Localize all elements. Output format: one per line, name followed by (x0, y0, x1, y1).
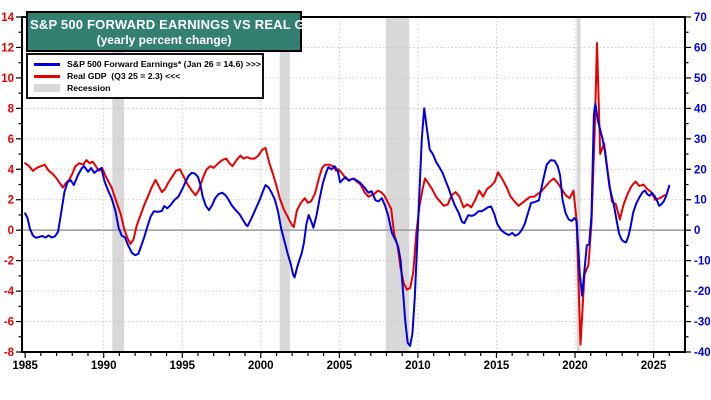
y-right-tick-label: 50 (694, 73, 707, 85)
legend-item-forward-earnings: S&P 500 Forward Earnings* (Jan 26 = 14.6… (34, 58, 261, 70)
y-right-tick-label: 40 (694, 103, 707, 115)
y-left-tick-label: 8 (8, 103, 15, 115)
y-left-tick-label: 2 (8, 195, 14, 207)
legend-label-recession: Recession (67, 83, 111, 93)
chart-title: S&P 500 FORWARD EARNINGS VS REAL GDP (30, 17, 324, 32)
y-left-tick-label: -4 (4, 286, 15, 298)
series-line-forward-earnings (24, 102, 671, 347)
legend-label-real-gdp: Real GDP (Q3 25 = 2.3) <<< (67, 71, 181, 81)
y-left-tick-label: -2 (4, 256, 14, 268)
y-right-tick-label: -30 (694, 317, 711, 329)
y-right-tick-label: -10 (694, 256, 711, 268)
y-right-tick-label: 0 (694, 225, 700, 237)
y-right-tick-label: 70 (694, 12, 707, 24)
x-tick-label: 1995 (169, 360, 195, 372)
legend-item-recession: Recession (34, 82, 257, 94)
y-right-tick-label: -20 (694, 286, 711, 298)
chart-footer: Source: LSEG Datastream and © Yardeni Re… (25, 371, 487, 400)
y-right-tick-label: 30 (694, 134, 707, 146)
x-tick-label: 1990 (91, 360, 117, 372)
recession-swatch (34, 84, 60, 92)
y-left-tick-label: 12 (1, 42, 14, 54)
y-right-tick-label: 60 (694, 42, 707, 54)
y-right-tick-label: 10 (694, 195, 707, 207)
x-tick-label: 2010 (405, 360, 431, 372)
blue-line-swatch (34, 62, 60, 66)
y-left-tick-label: 14 (1, 12, 14, 24)
y-right-tick-label: -40 (694, 347, 711, 359)
x-tick-label: 2025 (641, 360, 667, 372)
x-tick-label: 1985 (12, 360, 38, 372)
chart-subtitle: (yearly percent change) (96, 33, 232, 47)
recession-band (112, 17, 125, 352)
y-left-tick-label: 10 (1, 73, 14, 85)
red-line-swatch (34, 74, 60, 78)
x-tick-label: 2020 (562, 360, 588, 372)
recession-band (385, 17, 410, 352)
legend-label-forward-earnings: S&P 500 Forward Earnings* (Jan 26 = 14.6… (67, 59, 261, 69)
y-left-tick-label: 0 (8, 225, 14, 237)
x-tick-label: 2015 (484, 360, 510, 372)
recession-band (279, 17, 290, 352)
chart-title-box: S&P 500 FORWARD EARNINGS VS REAL GDP (ye… (26, 11, 324, 52)
chart-legend: S&P 500 Forward Earnings* (Jan 26 = 14.6… (26, 53, 264, 99)
y-left-tick-label: 6 (8, 134, 14, 146)
y-left-tick-label: 4 (8, 164, 15, 176)
y-right-tick-label: 20 (694, 164, 707, 176)
recession-band (576, 17, 581, 352)
x-tick-label: 2005 (327, 360, 353, 372)
y-left-tick-label: -6 (4, 317, 14, 329)
legend-item-real-gdp: Real GDP (Q3 25 = 2.3) <<< (34, 70, 257, 82)
y-left-tick-label: -8 (4, 347, 15, 359)
x-tick-label: 2000 (248, 360, 274, 372)
